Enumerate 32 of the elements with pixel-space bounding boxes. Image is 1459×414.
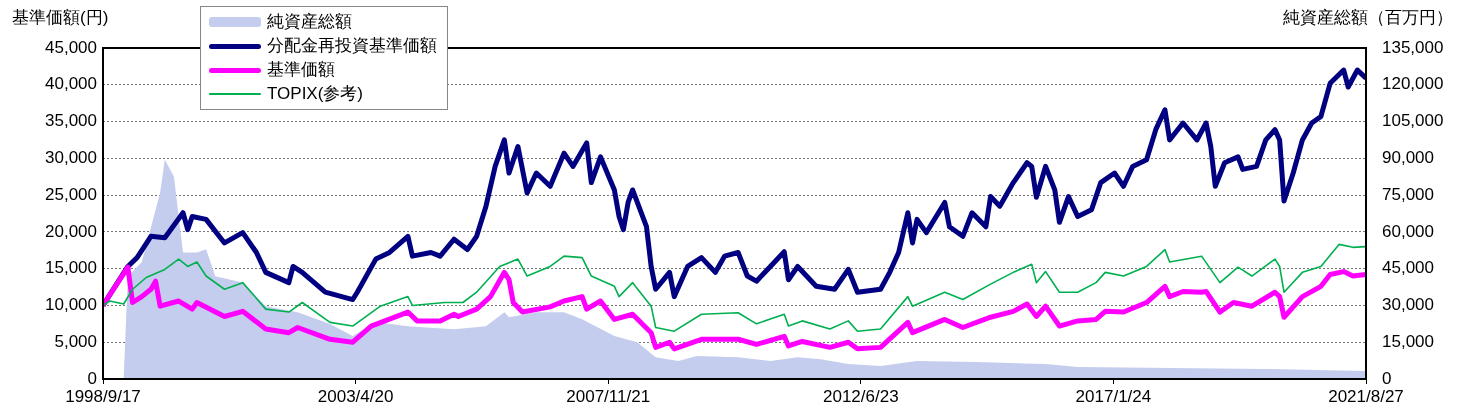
y2-tick-label: 90,000	[1382, 148, 1434, 168]
y-tick-label: 10,000	[45, 295, 97, 315]
x-tick-label: 2003/4/20	[317, 386, 394, 406]
y2-tick-label: 30,000	[1382, 295, 1434, 315]
y-tick-label: 45,000	[45, 37, 97, 57]
y-tick-label: 40,000	[45, 74, 97, 94]
y-tick-label: 15,000	[45, 258, 97, 278]
x-tick-label: 1998/9/17	[65, 386, 141, 406]
y-tick-label: 35,000	[45, 111, 97, 131]
y2-tick-label: 60,000	[1382, 221, 1434, 241]
y-axis-title: 基準価額(円)	[12, 7, 109, 27]
y2-tick-label: 15,000	[1382, 331, 1434, 351]
y-tick-label: 5,000	[54, 331, 97, 351]
x-tick-label: 2021/8/27	[1328, 386, 1404, 406]
legend-label: 分配金再投資基準価額	[267, 35, 437, 57]
y-tick-label: 30,000	[45, 148, 97, 168]
y-tick-label: 25,000	[45, 184, 97, 204]
y2-axis-title: 純資産総額（百万円）	[1283, 7, 1453, 27]
y2-tick-label: 105,000	[1382, 111, 1444, 131]
y2-tick-label: 120,000	[1382, 74, 1444, 94]
x-tick-label: 2007/11/21	[566, 386, 651, 406]
y2-tick-label: 135,000	[1382, 37, 1444, 57]
y-tick-label: 20,000	[45, 221, 97, 241]
y-tick-label: 0	[87, 368, 97, 388]
y2-tick-label: 75,000	[1382, 184, 1434, 204]
y2-tick-label: 45,000	[1382, 258, 1434, 278]
y2-tick-label: 0	[1382, 368, 1392, 388]
legend-label: TOPIX(参考)	[267, 83, 364, 105]
legend-label: 基準価額	[267, 59, 335, 81]
x-tick-label: 2012/6/23	[822, 386, 899, 406]
legend-label: 純資産総額	[267, 11, 352, 33]
x-tick-label: 2017/1/24	[1075, 386, 1152, 406]
